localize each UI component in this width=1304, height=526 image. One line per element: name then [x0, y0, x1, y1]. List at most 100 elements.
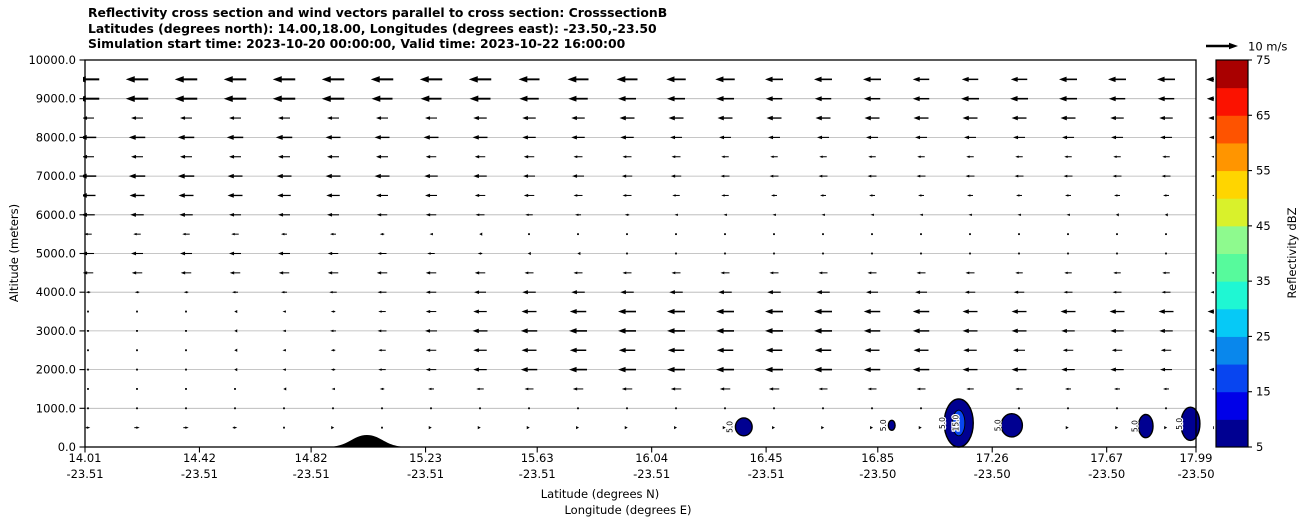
contour-label: 5.0: [938, 417, 947, 429]
x-tick-label-lat: 17.26: [976, 451, 1009, 465]
wind-vector: [180, 251, 186, 256]
wind-vector: [425, 329, 431, 333]
wind-vector: [1113, 155, 1117, 158]
wind-vector: [281, 290, 285, 294]
wind-vector: [966, 155, 970, 158]
wind-vector: [83, 193, 87, 198]
wind-vector: [427, 252, 431, 255]
wind-vector: [281, 232, 285, 236]
y-tick-label: 8000.0: [36, 130, 76, 144]
terrain-profile: [326, 435, 408, 447]
chart-title-line2: Latitudes (degrees north): 14.00,18.00, …: [88, 20, 657, 36]
colorbar-segment: [1216, 115, 1248, 144]
wind-vector: [721, 155, 725, 158]
wind-vector: [376, 154, 382, 159]
wind-vector: [234, 329, 238, 333]
wind-vector: [233, 426, 238, 429]
wind-vector: [477, 426, 481, 430]
wind-vector: [282, 329, 286, 333]
colorbar-segment: [1216, 308, 1248, 337]
y-tick-label: 2000.0: [36, 363, 76, 377]
wind-vector: [474, 290, 480, 295]
wind-vector: [377, 252, 382, 255]
wind-vector: [327, 251, 333, 256]
wind-vector: [965, 271, 970, 275]
wind-vector: [577, 251, 581, 256]
wind-vector: [964, 290, 970, 294]
wind-vector: [869, 194, 873, 197]
wind-vector: [1067, 233, 1069, 236]
wind-vector: [425, 213, 431, 217]
wind-vector: [1162, 155, 1166, 158]
wind-vector: [620, 135, 626, 140]
wind-vector: [573, 271, 578, 275]
wind-vector: [1208, 328, 1214, 333]
contour-label: 5.0: [1175, 418, 1184, 430]
wind-vector: [282, 349, 286, 352]
wind-vector: [721, 194, 725, 197]
wind-vector: [769, 271, 774, 275]
wind-vector: [1059, 95, 1067, 102]
wind-vector: [377, 290, 382, 294]
wind-vector: [276, 173, 283, 179]
wind-vector: [429, 232, 433, 236]
wind-vector: [278, 212, 284, 217]
y-tick-label: 0.0: [58, 440, 76, 454]
x-tick-label-lat: 14.01: [69, 451, 102, 465]
contour-label: 5.0: [879, 419, 888, 431]
wind-vector: [229, 271, 235, 275]
wind-vector: [321, 76, 331, 83]
wind-vector: [821, 426, 825, 430]
wind-vector: [671, 155, 676, 159]
wind-vector: [125, 95, 135, 102]
wind-vector: [1164, 426, 1168, 430]
reflectivity-cell: [1137, 413, 1154, 439]
wind-vector: [1018, 233, 1020, 236]
wind-vector: [223, 95, 233, 102]
wind-vector: [321, 95, 331, 102]
x-tick-label-lat: 15.63: [521, 451, 554, 465]
wind-vector: [618, 328, 626, 334]
wind-vector: [469, 95, 479, 102]
wind-vector: [234, 388, 236, 390]
wind-vector: [1018, 407, 1020, 410]
wind-vector: [576, 426, 580, 430]
wind-vector: [814, 308, 822, 315]
wind-vector: [669, 290, 675, 295]
wind-vector: [326, 193, 332, 198]
wind-vector: [1209, 348, 1214, 352]
wind-vector: [1065, 194, 1069, 197]
colorbar-tick-label: 35: [1256, 274, 1271, 288]
wind-vector: [278, 271, 284, 275]
wind-vector: [325, 135, 332, 140]
wind-vector: [719, 387, 725, 391]
x-tick-label-lon: -23.51: [748, 467, 785, 481]
wind-vector: [283, 407, 285, 410]
wind-vector: [131, 154, 137, 159]
wind-vector: [177, 173, 185, 179]
wind-vector: [818, 174, 823, 178]
x-tick-label-lat: 17.99: [1180, 451, 1213, 465]
wind-vector: [329, 290, 333, 294]
wind-vector: [128, 173, 136, 179]
wind-vector: [768, 387, 774, 391]
wind-vector: [618, 95, 626, 102]
wind-vector: [626, 233, 628, 236]
wind-vector: [717, 115, 724, 121]
wind-vector: [518, 76, 528, 83]
wind-vector: [332, 407, 334, 410]
wind-vector: [223, 76, 233, 83]
wind-vector: [381, 426, 383, 429]
wind-vector: [87, 368, 89, 371]
wind-vector: [962, 328, 969, 334]
wind-vector: [1165, 407, 1167, 410]
wind-vector: [1159, 328, 1165, 333]
wind-vector: [1206, 96, 1214, 102]
wind-vector: [916, 174, 921, 178]
wind-vector: [1114, 387, 1118, 391]
wind-vector: [378, 349, 382, 352]
wind-vector: [479, 232, 483, 236]
colorbar-segment: [1216, 364, 1248, 393]
wind-vector: [1015, 271, 1019, 275]
